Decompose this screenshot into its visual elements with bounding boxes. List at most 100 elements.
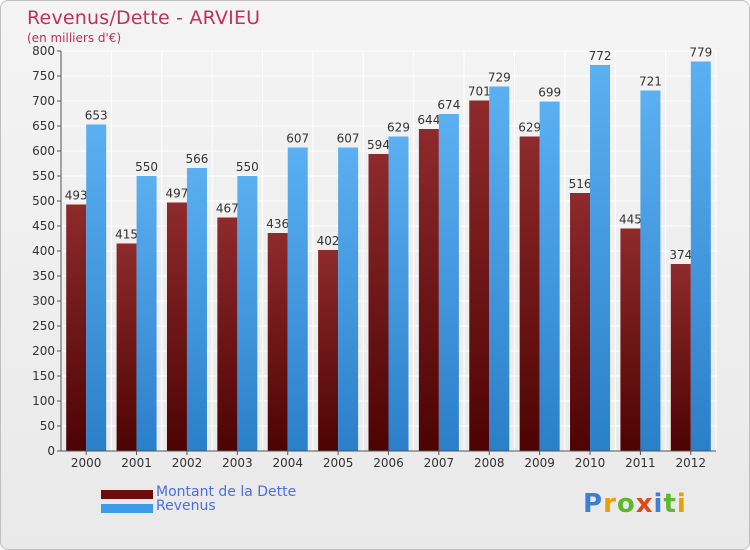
y-tick-label: 450 (32, 219, 55, 233)
legend-item-debt: Montant de la Dette (101, 484, 361, 501)
bar-debt (418, 129, 439, 451)
logo-letter: x (635, 489, 654, 519)
logo-letter: i (653, 489, 664, 519)
bar-debt (368, 154, 389, 451)
x-tick-label: 2000 (71, 456, 102, 470)
bar-debt (166, 202, 187, 451)
x-tick-label: 2011 (625, 456, 656, 470)
data-label: 721 (639, 75, 662, 89)
bar-revenus (590, 65, 611, 451)
x-tick-label: 2003 (222, 456, 253, 470)
chart-subtitle: (en milliers d'€) (27, 31, 122, 45)
x-tick-label: 2005 (323, 456, 354, 470)
x-tick-label: 2012 (676, 456, 707, 470)
data-label: 644 (417, 113, 440, 127)
x-tick-label: 2007 (424, 456, 455, 470)
bar-revenus (489, 86, 510, 451)
x-tick-label: 2008 (474, 456, 505, 470)
bar-debt (116, 243, 137, 451)
x-tick-label: 2006 (373, 456, 404, 470)
data-label: 415 (115, 228, 138, 242)
bar-revenus (186, 168, 207, 451)
bar-revenus (388, 136, 409, 451)
data-label: 629 (518, 121, 541, 135)
y-tick-label: 750 (32, 69, 55, 83)
bar-debt (519, 136, 540, 451)
y-tick-label: 250 (32, 319, 55, 333)
bar-debt (318, 250, 339, 451)
bar-revenus (690, 61, 711, 451)
bar-revenus (287, 147, 308, 451)
data-label: 516 (569, 177, 592, 191)
proxiti-logo: Proxiti (583, 489, 687, 519)
bar-debt (217, 217, 238, 451)
data-label: 701 (468, 85, 491, 99)
y-tick-label: 350 (32, 269, 55, 283)
y-tick-label: 300 (32, 294, 55, 308)
logo-letter: t (663, 489, 677, 519)
legend: Montant de la Dette Revenus (101, 484, 361, 515)
chart-title: Revenus/Dette - ARVIEU (27, 7, 261, 29)
legend-swatch-revenus (101, 504, 153, 513)
data-label: 445 (619, 213, 642, 227)
data-label: 607 (337, 132, 360, 146)
data-label: 497 (166, 187, 189, 201)
legend-swatch-debt (101, 490, 153, 499)
y-tick-label: 600 (32, 144, 55, 158)
bar-debt (620, 228, 641, 451)
legend-label-debt: Montant de la Dette (156, 484, 297, 500)
bar-debt (66, 204, 87, 451)
y-tick-label: 400 (32, 244, 55, 258)
logo-letter: o (616, 489, 636, 519)
x-tick-label: 2002 (172, 456, 203, 470)
legend-item-revenus: Revenus (101, 498, 361, 515)
y-tick-label: 100 (32, 394, 55, 408)
bars-group: 493 653 415 550 497 566 467 550 436 607 402 607 594 6… (65, 46, 712, 451)
legend-label-revenus: Revenus (156, 498, 216, 514)
bar-revenus (640, 90, 661, 451)
data-label: 467 (216, 202, 239, 216)
y-tick-label: 50 (40, 419, 55, 433)
bar-debt (469, 100, 490, 451)
y-tick-label: 150 (32, 369, 55, 383)
bar-revenus (438, 114, 459, 451)
data-label: 594 (367, 138, 390, 152)
bar-debt (570, 193, 591, 451)
data-label: 674 (437, 98, 460, 112)
x-axis: 2000 2001 2002 2003 2004 2005 2006 2007 2008 2009… (61, 450, 716, 470)
y-tick-label: 0 (47, 444, 55, 458)
bar-revenus (539, 101, 560, 451)
data-label: 699 (538, 86, 561, 100)
x-tick-label: 2010 (575, 456, 606, 470)
y-axis: 0 50 100 150 200 250 300 350 400 450 500 550 600 650 7… (32, 44, 62, 458)
data-label: 493 (65, 189, 88, 203)
data-label: 402 (317, 234, 340, 248)
y-tick-label: 700 (32, 94, 55, 108)
bar-debt (267, 233, 288, 451)
y-tick-label: 650 (32, 119, 55, 133)
bar-revenus (86, 124, 107, 451)
data-label: 550 (135, 160, 158, 174)
bar-revenus (136, 176, 157, 451)
data-label: 729 (488, 71, 511, 85)
data-label: 629 (387, 121, 410, 135)
y-tick-label: 550 (32, 169, 55, 183)
x-tick-label: 2009 (524, 456, 555, 470)
data-label: 779 (689, 46, 712, 60)
data-label: 772 (589, 49, 612, 63)
bar-revenus (237, 176, 258, 451)
logo-letter: i (676, 489, 687, 519)
logo-letter: r (603, 489, 617, 519)
bar-debt (670, 264, 691, 451)
x-tick-label: 2004 (272, 456, 303, 470)
bar-revenus (338, 147, 359, 451)
data-label: 550 (236, 160, 259, 174)
data-label: 566 (186, 152, 209, 166)
data-label: 607 (286, 132, 309, 146)
y-tick-label: 800 (32, 44, 55, 58)
y-tick-label: 200 (32, 344, 55, 358)
y-tick-label: 500 (32, 194, 55, 208)
logo-letter: P (583, 489, 604, 519)
x-tick-label: 2001 (121, 456, 152, 470)
